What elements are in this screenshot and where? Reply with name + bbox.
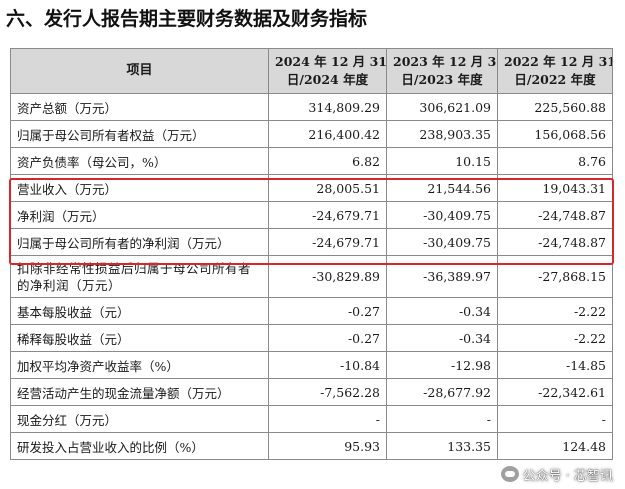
row-label: 净利润（万元）	[10, 201, 269, 229]
value-2022: 8.76	[497, 147, 613, 175]
row-label: 研发投入占营业收入的比例（%）	[10, 432, 269, 460]
value-2024: -24,679.71	[268, 201, 387, 229]
value-2024: -24,679.71	[268, 228, 387, 256]
value-2024: -30,829.89	[268, 255, 387, 298]
table-row: 扣除非经常性损益后归属于母公司所有者的净利润（万元） -30,829.89 -3…	[10, 255, 613, 298]
value-2023: -30,409.75	[386, 201, 498, 229]
row-label: 归属于母公司所有者的净利润（万元）	[10, 228, 269, 256]
row-label: 资产负债率（母公司，%）	[10, 147, 269, 175]
value-2022: -22,342.61	[497, 378, 613, 406]
value-2022: -2.22	[497, 324, 613, 352]
watermark-text: 公众号 · 芯智讯	[522, 468, 613, 484]
header-item: 项目	[10, 48, 269, 94]
value-2024: -0.27	[268, 324, 387, 352]
value-2023: -36,389.97	[386, 255, 498, 298]
row-label: 归属于母公司所有者权益（万元）	[10, 120, 269, 148]
value-2024: -10.84	[268, 351, 387, 379]
value-2023: -	[386, 405, 498, 433]
value-2022: -2.22	[497, 297, 613, 325]
table-row-highlighted: 归属于母公司所有者的净利润（万元） -24,679.71 -30,409.75 …	[10, 228, 613, 256]
value-2024: -7,562.28	[268, 378, 387, 406]
header-2024: 2024 年 12 月 31 日/2024 年度	[268, 48, 387, 94]
table-row: 资产负债率（母公司，%） 6.82 10.15 8.76	[10, 147, 613, 175]
value-2022: 225,560.88	[497, 93, 613, 121]
row-label: 现金分红（万元）	[10, 405, 269, 433]
value-2023: 306,621.09	[386, 93, 498, 121]
table-row: 基本每股收益（元） -0.27 -0.34 -2.22	[10, 297, 613, 325]
value-2022: 124.48	[497, 432, 613, 460]
value-2023: -28,677.92	[386, 378, 498, 406]
table-row: 研发投入占营业收入的比例（%） 95.93 133.35 124.48	[10, 432, 613, 460]
row-label: 加权平均净资产收益率（%）	[10, 351, 269, 379]
value-2023: -0.34	[386, 324, 498, 352]
value-2022: -14.85	[497, 351, 613, 379]
value-2024: 216,400.42	[268, 120, 387, 148]
row-label: 营业收入（万元）	[10, 174, 269, 202]
financial-table: 项目 2024 年 12 月 31 日/2024 年度 2023 年 12 月 3…	[10, 48, 613, 460]
table-row: 归属于母公司所有者权益（万元） 216,400.42 238,903.35 15…	[10, 120, 613, 148]
row-label: 资产总额（万元）	[10, 93, 269, 121]
section-heading: 六、发行人报告期主要财务数据及财务指标	[6, 8, 368, 30]
table-row: 经营活动产生的现金流量净额（万元） -7,562.28 -28,677.92 -…	[10, 378, 613, 406]
table-header-row: 项目 2024 年 12 月 31 日/2024 年度 2023 年 12 月 3…	[10, 48, 613, 94]
table-row-highlighted: 净利润（万元） -24,679.71 -30,409.75 -24,748.87	[10, 201, 613, 229]
value-2024: 314,809.29	[268, 93, 387, 121]
value-2022: 156,068.56	[497, 120, 613, 148]
table-row: 稀释每股收益（元） -0.27 -0.34 -2.22	[10, 324, 613, 352]
value-2024: -0.27	[268, 297, 387, 325]
value-2022: -	[497, 405, 613, 433]
wechat-icon	[500, 466, 519, 482]
value-2024: -	[268, 405, 387, 433]
value-2023: 21,544.56	[386, 174, 498, 202]
value-2023: -30,409.75	[386, 228, 498, 256]
value-2022: -27,868.15	[497, 255, 613, 298]
value-2023: -0.34	[386, 297, 498, 325]
value-2023: 10.15	[386, 147, 498, 175]
value-2024: 28,005.51	[268, 174, 387, 202]
header-2022: 2022 年 12 月 31 日/2022 年度	[497, 48, 613, 94]
value-2023: -12.98	[386, 351, 498, 379]
header-2023: 2023 年 12 月 31 日/2023 年度	[386, 48, 498, 94]
value-2022: -24,748.87	[497, 228, 613, 256]
table-row: 资产总额（万元） 314,809.29 306,621.09 225,560.8…	[10, 93, 613, 121]
row-label: 经营活动产生的现金流量净额（万元）	[10, 378, 269, 406]
value-2024: 6.82	[268, 147, 387, 175]
table-row-highlighted: 营业收入（万元） 28,005.51 21,544.56 19,043.31	[10, 174, 613, 202]
table-row: 加权平均净资产收益率（%） -10.84 -12.98 -14.85	[10, 351, 613, 379]
row-label: 扣除非经常性损益后归属于母公司所有者的净利润（万元）	[10, 255, 269, 298]
value-2022: -24,748.87	[497, 201, 613, 229]
value-2023: 238,903.35	[386, 120, 498, 148]
row-label: 基本每股收益（元）	[10, 297, 269, 325]
value-2022: 19,043.31	[497, 174, 613, 202]
row-label: 稀释每股收益（元）	[10, 324, 269, 352]
table-row: 现金分红（万元） - - -	[10, 405, 613, 433]
value-2023: 133.35	[386, 432, 498, 460]
watermark: 公众号 · 芯智讯	[500, 463, 613, 485]
value-2024: 95.93	[268, 432, 387, 460]
